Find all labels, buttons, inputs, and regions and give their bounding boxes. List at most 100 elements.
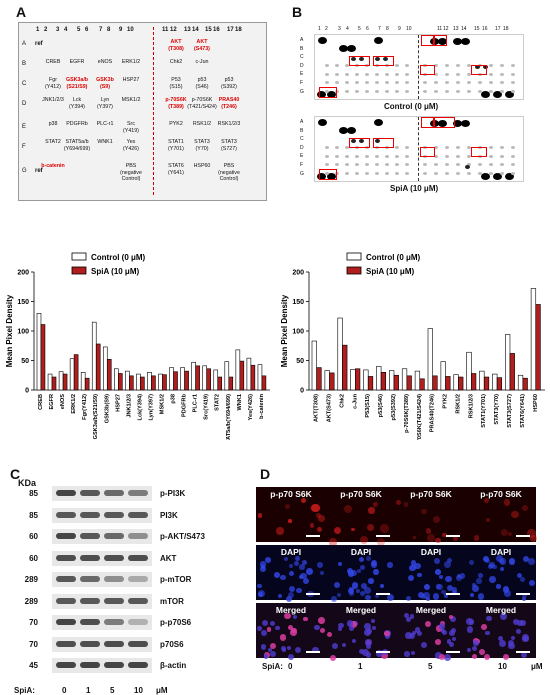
blot-row-label: A bbox=[300, 119, 304, 125]
bar-control bbox=[427, 328, 433, 391]
cell-blob bbox=[523, 556, 530, 563]
cell-blob bbox=[284, 504, 290, 510]
cell-blob bbox=[426, 596, 431, 602]
blot-ref-spot bbox=[438, 120, 447, 127]
blot-spot bbox=[434, 146, 438, 149]
bar-control bbox=[246, 357, 252, 391]
y-axis-label: Mean Pixel Density bbox=[5, 294, 14, 367]
cell-blob bbox=[358, 648, 364, 654]
cell-blob bbox=[351, 638, 357, 644]
scale-bar bbox=[306, 593, 320, 595]
y-tick-label: 150 bbox=[292, 299, 304, 306]
blot-strip bbox=[52, 529, 152, 544]
blot-spot bbox=[385, 171, 389, 175]
kda-header: KDa bbox=[18, 478, 37, 488]
x-tick-label: Fgr(Y412) bbox=[82, 394, 88, 420]
bar-spia bbox=[95, 343, 101, 391]
x-tick-label: PLC-r1 bbox=[193, 394, 199, 412]
cell-blob bbox=[362, 648, 369, 656]
cell-blob bbox=[409, 564, 416, 572]
blot-spot bbox=[325, 81, 329, 84]
cell-blob bbox=[348, 588, 355, 595]
cell-blob bbox=[504, 499, 511, 506]
panel-a-letter: A bbox=[16, 4, 27, 20]
blot-spot bbox=[375, 171, 379, 175]
y-tick-label: 0 bbox=[300, 388, 304, 395]
array-cell: p53 (S392) bbox=[221, 77, 237, 90]
x-tick-label: RSK1/2/3 bbox=[468, 394, 474, 418]
array-cell: PBS (negative Control) bbox=[120, 163, 142, 183]
x-tick-label: CREB bbox=[38, 394, 44, 410]
blot-spot bbox=[467, 64, 471, 67]
bar-spia bbox=[509, 353, 515, 391]
blot-protein-label: AKT bbox=[160, 553, 177, 563]
scale-bar bbox=[446, 651, 460, 653]
blot-spot bbox=[434, 89, 438, 93]
blot-protein-label: p-AKT/S473 bbox=[160, 532, 205, 541]
cell-blob bbox=[497, 636, 503, 642]
array-cell: ERK1/2 bbox=[121, 59, 141, 65]
cell-blob bbox=[449, 630, 455, 637]
cell-blob bbox=[426, 528, 432, 534]
blot-spot bbox=[405, 81, 409, 84]
bar-spia bbox=[483, 376, 490, 391]
kda-marker: 70 bbox=[29, 639, 38, 649]
blot-strip bbox=[52, 572, 152, 587]
blot-band bbox=[128, 640, 148, 647]
cell-blob bbox=[410, 650, 416, 656]
blot-spot bbox=[325, 171, 329, 175]
bar-spia bbox=[206, 368, 211, 391]
cell-blob bbox=[450, 627, 457, 634]
blot-row-label: A bbox=[300, 37, 304, 43]
bar-spia bbox=[62, 373, 68, 391]
array-cell: p38 bbox=[48, 121, 58, 127]
blot-highlight-box bbox=[471, 65, 487, 75]
blot-band bbox=[56, 619, 76, 625]
cell-blob bbox=[485, 517, 490, 522]
array-cell: AKT (T308) bbox=[168, 39, 184, 52]
blot-highlight-box bbox=[349, 56, 370, 66]
cell-blob bbox=[444, 654, 452, 662]
dose-value: 5 bbox=[110, 685, 115, 695]
cell-blob bbox=[328, 538, 338, 547]
cell-blob bbox=[507, 640, 514, 647]
array-cell: p-70S6K (T421/S424) bbox=[187, 97, 217, 110]
bar-spia bbox=[195, 365, 200, 391]
bar-spia bbox=[173, 371, 178, 391]
bar-spia bbox=[84, 377, 90, 391]
blot-col-number: 15 bbox=[474, 26, 480, 32]
x-tick-label: MSK1/2 bbox=[160, 394, 166, 414]
bar-spia bbox=[535, 304, 541, 391]
cell-blob bbox=[452, 589, 458, 595]
cell-blob bbox=[356, 588, 361, 594]
blot-band bbox=[128, 597, 148, 604]
if-image-tile: Merged bbox=[396, 603, 466, 662]
bar-control bbox=[376, 366, 382, 391]
cell-blob bbox=[416, 631, 422, 637]
cell-blob bbox=[410, 560, 417, 566]
array-row-label: G bbox=[22, 168, 27, 174]
if-image-tile: p-p70 S6K bbox=[256, 487, 326, 542]
if-row-title: p-p70 S6K bbox=[340, 489, 382, 499]
cell-blob bbox=[529, 534, 537, 542]
y-tick-label: 50 bbox=[21, 358, 29, 365]
blot-spot bbox=[489, 146, 493, 149]
cell-blob bbox=[360, 583, 367, 589]
blot-col-number: 1 bbox=[318, 26, 321, 32]
cell-blob bbox=[365, 594, 371, 601]
cell-blob bbox=[279, 634, 287, 641]
cell-blob bbox=[412, 535, 417, 539]
cell-blob bbox=[527, 529, 536, 538]
blot-spot bbox=[423, 89, 427, 93]
bar-control bbox=[257, 364, 263, 391]
if-row-title: p-p70 S6K bbox=[410, 489, 452, 499]
array-col-header: 2 bbox=[44, 27, 48, 33]
cell-blob bbox=[404, 651, 410, 657]
blot-band bbox=[104, 619, 124, 625]
cell-blob bbox=[414, 627, 421, 633]
blot-spot bbox=[385, 72, 389, 76]
if-row-title: Merged bbox=[345, 605, 377, 615]
bar-control bbox=[47, 373, 53, 391]
array-cell: Lyn (Y397) bbox=[97, 97, 113, 110]
array-cell: PLC-r1 bbox=[96, 121, 114, 127]
